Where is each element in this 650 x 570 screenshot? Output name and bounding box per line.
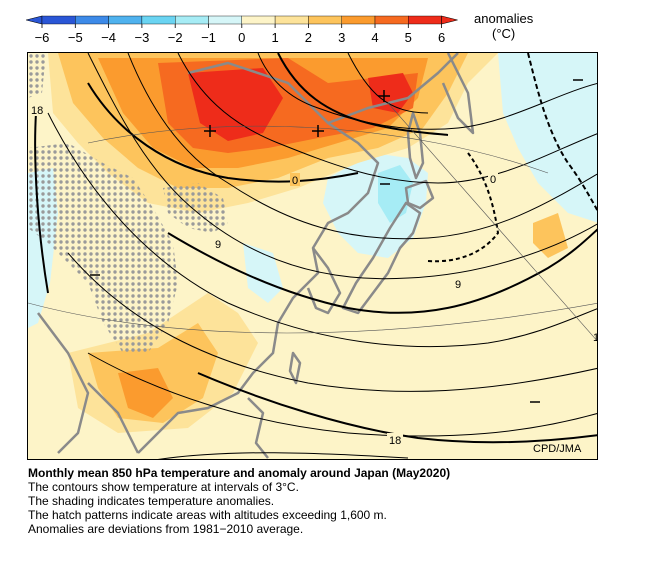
contour-label-0-mid: 0: [292, 175, 298, 187]
contour-east-outer: [527, 53, 597, 212]
warm-anomaly-red-core: [188, 68, 283, 141]
cool-anomaly-core-japan: [378, 165, 413, 223]
caption-line-2: The shading indicates temperature anomal…: [28, 494, 275, 508]
border-west: [37, 312, 90, 454]
colorbar-segment: [108, 15, 143, 25]
contour-label-18-west: 18: [31, 105, 43, 117]
legend-title-line2: (°C): [492, 26, 516, 41]
caption-line-4: Anomalies are deviations from 1981−2010 …: [28, 522, 304, 536]
thick-contours: [34, 53, 597, 444]
colorbar-arrow-high: [441, 15, 458, 25]
figure-caption: Monthly mean 850 hPa temperature and ano…: [28, 466, 628, 536]
anomaly-map: 18 0 9 0 9 18 1 CPD/JMA: [28, 53, 598, 459]
colorbar-tick-label: −3: [134, 30, 149, 45]
contour-high-north: [277, 53, 449, 136]
caption-title: Monthly mean 850 hPa temperature and ano…: [28, 466, 451, 480]
contour-0-east: [427, 152, 500, 263]
contour-18-south: [197, 372, 597, 444]
hatch-area-north: [28, 53, 46, 98]
credit-label: CPD/JMA: [533, 443, 582, 455]
border-india: [87, 382, 140, 454]
colorbar-segment: [75, 15, 109, 25]
map-frame: 18 0 9 0 9 18 1 CPD/JMA: [27, 52, 598, 460]
coastline-taiwan: [288, 351, 302, 385]
colorbar-segment: [41, 15, 76, 25]
warm-anomaly-spot-east: [533, 213, 568, 258]
cool-anomaly-area-east: [498, 53, 597, 223]
colorbar-ticks: −6 −5 −4 −3 −2 −1 0 1 2 3 4 5 6: [35, 24, 445, 45]
colorbar-arrow-low: [26, 15, 43, 25]
colorbar-segment: [141, 15, 176, 25]
colorbar-segment: [208, 15, 242, 25]
anomaly-colorbar: −6 −5 −4 −3 −2 −1 0 1 2 3 4 5 6: [26, 15, 458, 45]
colorbar-tick-label: 4: [371, 30, 378, 45]
contour-label-0-east: 0: [490, 174, 496, 186]
contour-label-9-east: 9: [455, 279, 461, 291]
coastline-mainland: [137, 61, 380, 454]
colorbar-tick-label: −1: [201, 30, 216, 45]
colorbar-tick-label: 2: [305, 30, 312, 45]
colorbar-tick-label: 3: [338, 30, 345, 45]
colorbar-tick-label: 6: [438, 30, 445, 45]
colorbar-segment: [341, 15, 376, 25]
contour-0: [87, 82, 359, 183]
colorbar-tick-label: 5: [405, 30, 412, 45]
warm-anomaly-dark-orange-south: [118, 368, 173, 418]
coastline-okhotsk: [327, 53, 459, 125]
colorbar-segment: [174, 15, 209, 25]
legend-title: anomalies (°C): [474, 11, 533, 41]
coastline-korea: [306, 247, 342, 315]
caption-line-1: The contours show temperature at interva…: [28, 480, 299, 494]
contour-label-9-mid: 9: [215, 239, 221, 251]
colorbar-tick-label: −4: [101, 30, 116, 45]
coastline-kamchatka: [441, 53, 475, 135]
colorbar-segment: [308, 15, 342, 25]
contour-label-18-south: 18: [389, 435, 401, 447]
contour-18-west: [34, 112, 49, 294]
colorbar-tick-label: −6: [35, 30, 50, 45]
colorbar-segment: [241, 15, 276, 25]
hatch-area-tibet: [28, 143, 178, 353]
contour-9: [167, 228, 597, 314]
colorbar-tick-label: 0: [238, 30, 245, 45]
contour-label-partial: 1: [593, 332, 598, 344]
contour-labels: 18 0 9 0 9 18 1: [29, 103, 598, 447]
coastline-philippines: [247, 397, 269, 459]
colorbar-tick-label: 1: [271, 30, 278, 45]
colorbar-tick-label: −5: [68, 30, 83, 45]
warm-anomaly-red-core-ne: [368, 73, 413, 113]
anomaly-markers: [90, 79, 583, 403]
colorbar-tick-label: −2: [168, 30, 183, 45]
caption-line-3: The hatch patterns indicate areas with a…: [28, 508, 387, 522]
colorbar-segments: [26, 15, 458, 25]
legend-title-line1: anomalies: [474, 11, 534, 26]
colorbar-segment: [274, 15, 309, 25]
coastline-japan-honshu: [341, 201, 422, 315]
colorbar-segment: [408, 15, 442, 25]
colorbar-segment: [374, 15, 409, 25]
